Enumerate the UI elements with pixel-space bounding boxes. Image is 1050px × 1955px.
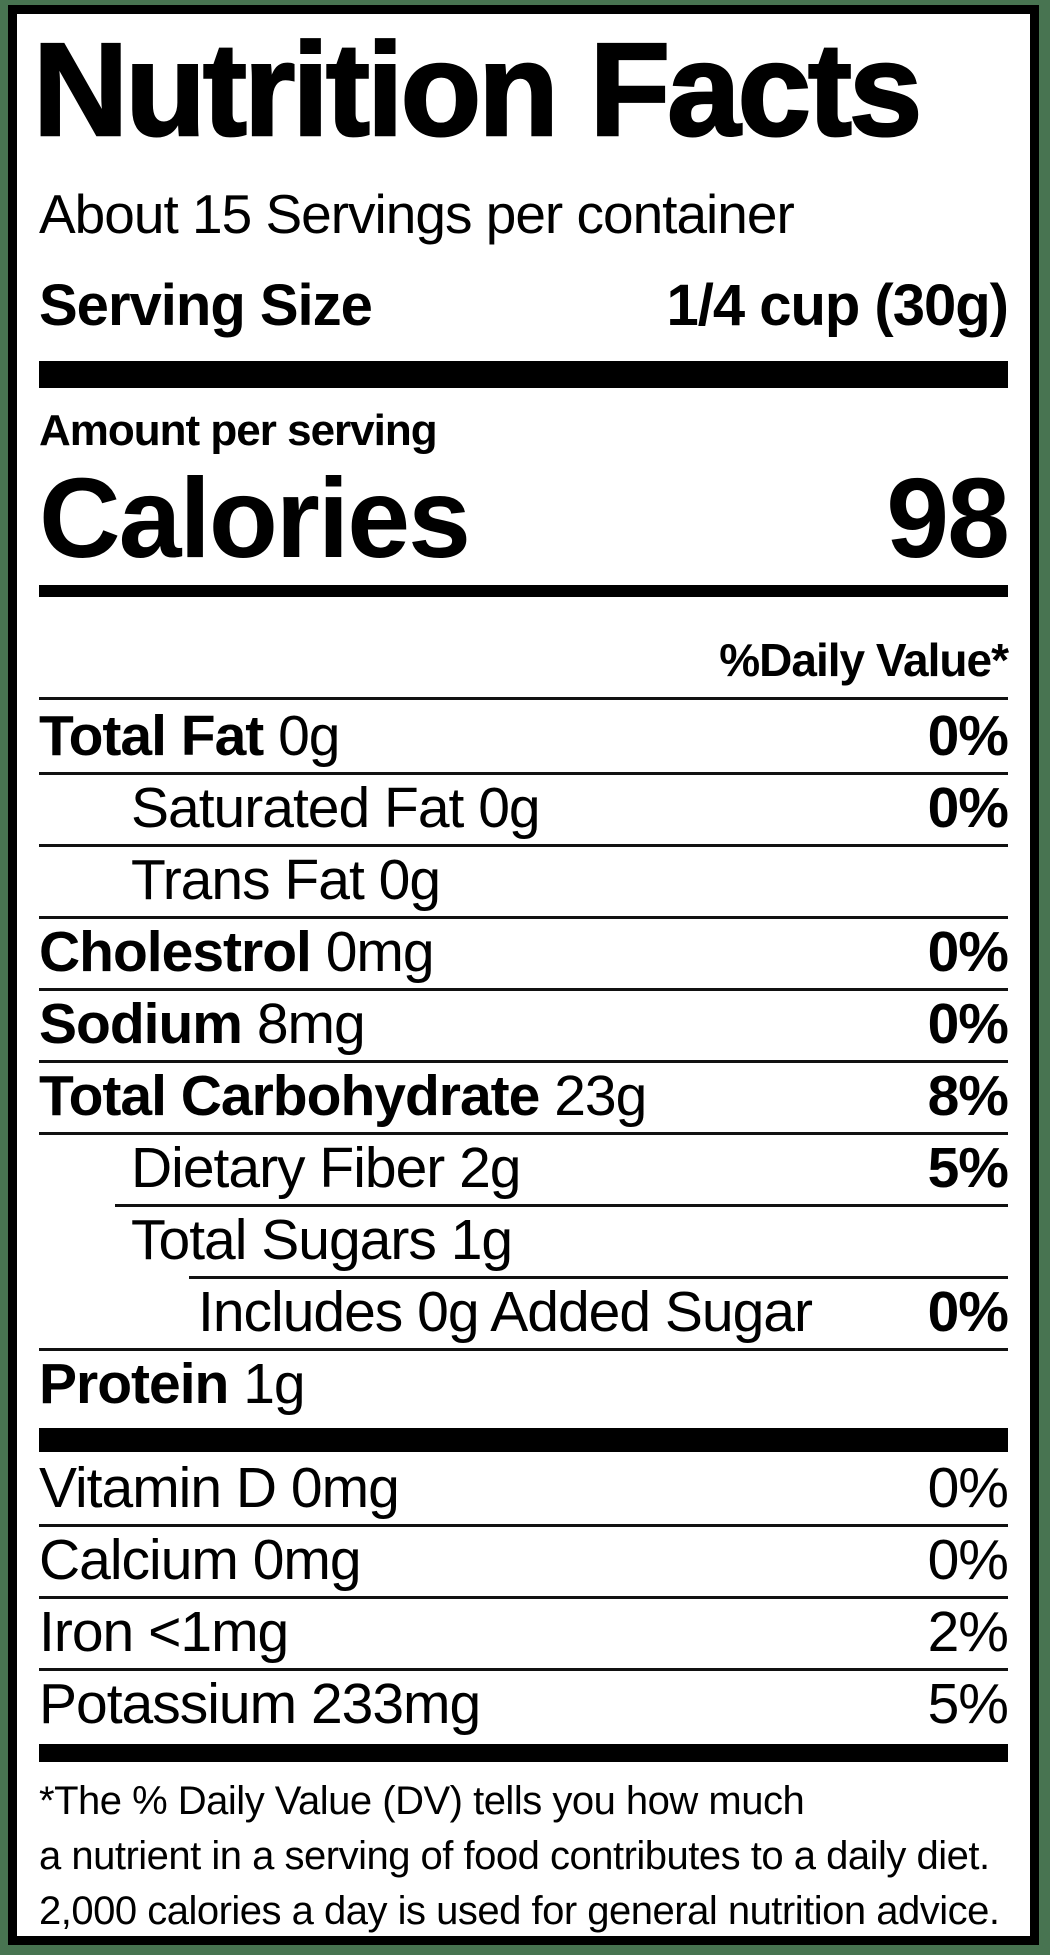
nutrient-name: Includes 0g Added Sugar: [198, 1280, 813, 1344]
footnote-line: a nutrient in a serving of food contribu…: [39, 1834, 990, 1878]
nutrient-name: Potassium: [39, 1672, 297, 1736]
nutrient-daily-value: 2%: [927, 1600, 1009, 1664]
nutrient-daily-value: 0%: [927, 992, 1009, 1056]
nutrient-name: Total Fat: [39, 704, 264, 768]
nutrient-amount: 0g: [478, 776, 540, 840]
nutrient-name: Total Sugars: [131, 1208, 437, 1272]
nutrient-daily-value: 0%: [927, 1528, 1009, 1592]
nutrient-amount: 0mg: [252, 1528, 362, 1592]
nutrient-row: Cholestrol 0mg 0%: [39, 916, 1009, 988]
nutrient-row: Includes 0g Added Sugar 0%: [39, 1276, 1009, 1348]
nutrient-name-amount: Iron <1mg: [39, 1596, 289, 1668]
servings-per-container: About 15 Servings per container: [39, 183, 795, 245]
calories-label: Calories: [39, 455, 471, 581]
nutrient-row: Saturated Fat 0g 0%: [39, 772, 1009, 844]
nutrient-name: Cholestrol: [39, 920, 312, 984]
nutrient-name: Saturated Fat: [131, 776, 464, 840]
nutrient-name-amount: Saturated Fat 0g: [39, 772, 541, 844]
nutrient-row: Dietary Fiber 2g 5%: [39, 1132, 1009, 1204]
nutrient-name: Trans Fat: [131, 848, 365, 912]
nutrient-daily-value: 5%: [927, 1672, 1009, 1736]
daily-value-header: %Daily Value*: [39, 633, 1009, 700]
protein-divider-bar: [39, 1428, 1008, 1452]
nutrient-name-amount: Dietary Fiber 2g: [39, 1132, 522, 1204]
nutrient-name-amount: Total Sugars 1g: [39, 1204, 513, 1276]
nutrient-daily-value: 8%: [927, 1064, 1009, 1128]
nutrient-amount: 0mg: [290, 1456, 400, 1520]
nutrient-amount: 23g: [554, 1064, 647, 1128]
nutrient-amount: 1g: [450, 1208, 513, 1272]
nutrient-daily-value: 5%: [927, 1136, 1009, 1200]
nutrient-name-amount: Total Carbohydrate 23g: [39, 1060, 647, 1132]
nutrient-name: Calcium: [39, 1528, 239, 1592]
nutrient-row: Total Fat 0g 0%: [39, 700, 1009, 772]
nutrient-name: Iron: [39, 1600, 134, 1664]
label-title: Nutrition Facts: [32, 16, 924, 163]
serving-size-row: Serving Size 1/4 cup (30g): [39, 272, 1009, 339]
footnote-line: *The % Daily Value (DV) tells you how mu…: [39, 1779, 805, 1823]
nutrients-section: Total Fat 0g 0% Saturated Fat 0g 0% Tran…: [39, 700, 1009, 1420]
nutrient-row: Calcium 0mg 0%: [39, 1524, 1009, 1596]
serving-size-label: Serving Size: [39, 273, 373, 338]
nutrient-name-amount: Includes 0g Added Sugar: [39, 1276, 813, 1348]
nutrient-name-amount: Potassium 233mg: [39, 1668, 481, 1740]
nutrient-name-amount: Sodium 8mg: [39, 988, 366, 1060]
vitamins-section: Vitamin D 0mg 0% Calcium 0mg 0% Iron <1m…: [39, 1452, 1009, 1740]
nutrient-amount: 0g: [278, 704, 340, 768]
nutrient-name-amount: Trans Fat 0g: [39, 844, 441, 916]
serving-size-divider-bar: [39, 361, 1008, 388]
nutrient-daily-value: 0%: [927, 1280, 1009, 1344]
amount-per-serving-label: Amount per serving: [39, 406, 438, 455]
nutrient-row: Vitamin D 0mg 0%: [39, 1452, 1009, 1524]
calories-row: Calories 98: [39, 455, 1010, 581]
vitamins-divider-bar: [39, 1744, 1008, 1762]
nutrient-daily-value: 0%: [927, 776, 1009, 840]
nutrient-row: Potassium 233mg 5%: [39, 1668, 1009, 1740]
nutrient-amount: 233mg: [310, 1672, 481, 1736]
nutrient-name-amount: Protein 1g: [39, 1348, 306, 1420]
nutrient-name: Dietary Fiber: [131, 1136, 445, 1200]
calories-value: 98: [886, 455, 1010, 581]
nutrient-daily-value: 0%: [927, 1456, 1009, 1520]
footnote-line: 2,000 calories a day is used for general…: [39, 1889, 1000, 1933]
nutrient-daily-value: 0%: [927, 704, 1009, 768]
nutrient-amount: 1g: [243, 1352, 305, 1416]
nutrient-name: Sodium: [39, 992, 243, 1056]
nutrient-row: Trans Fat 0g: [39, 844, 1008, 916]
nutrient-amount: 0g: [378, 848, 441, 912]
nutrient-name: Total Carbohydrate: [39, 1064, 540, 1128]
serving-size-value: 1/4 cup (30g): [666, 273, 1009, 338]
footnote: *The % Daily Value (DV) tells you how mu…: [39, 1774, 1008, 1936]
nutrient-amount: 8mg: [256, 992, 366, 1056]
nutrient-name-amount: Cholestrol 0mg: [39, 916, 435, 988]
nutrient-row: Sodium 8mg 0%: [39, 988, 1009, 1060]
nutrient-row: Protein 1g: [39, 1348, 1008, 1420]
nutrient-amount: 0mg: [325, 920, 435, 984]
nutrient-name: Vitamin D: [39, 1456, 277, 1520]
nutrient-name-amount: Total Fat 0g: [39, 700, 341, 772]
nutrient-name-amount: Calcium 0mg: [39, 1524, 362, 1596]
nutrient-row: Total Carbohydrate 23g 8%: [39, 1060, 1009, 1132]
nutrient-amount: 2g: [459, 1136, 521, 1200]
nutrient-amount: <1mg: [148, 1600, 289, 1664]
nutrient-row: Iron <1mg 2%: [39, 1596, 1009, 1668]
calories-divider-bar: [39, 585, 1008, 597]
nutrient-name-amount: Vitamin D 0mg: [39, 1452, 400, 1524]
nutrient-name: Protein: [39, 1352, 229, 1416]
nutrient-row: Total Sugars 1g: [39, 1204, 1008, 1276]
nutrition-label: Nutrition Facts About 15 Servings per co…: [8, 5, 1039, 1945]
nutrient-daily-value: 0%: [927, 920, 1009, 984]
